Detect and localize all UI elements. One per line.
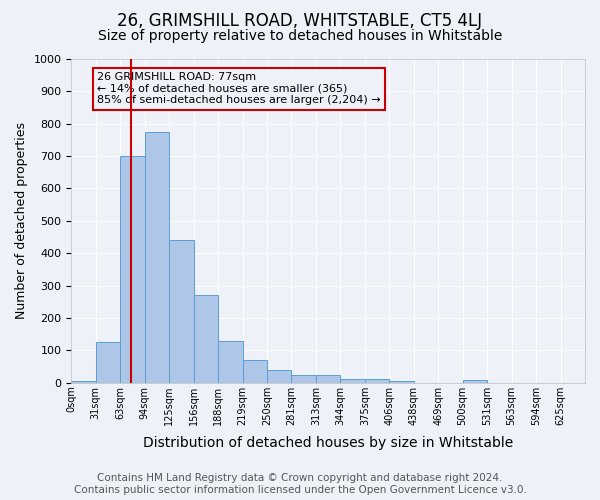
Bar xyxy=(242,360,267,382)
Text: 26, GRIMSHILL ROAD, WHITSTABLE, CT5 4LJ: 26, GRIMSHILL ROAD, WHITSTABLE, CT5 4LJ xyxy=(118,12,482,30)
Bar xyxy=(340,379,365,382)
Bar xyxy=(145,132,169,382)
X-axis label: Distribution of detached houses by size in Whitstable: Distribution of detached houses by size … xyxy=(143,436,513,450)
Bar xyxy=(365,379,389,382)
Bar xyxy=(292,374,316,382)
Bar xyxy=(267,370,292,382)
Bar xyxy=(463,380,487,382)
Text: 26 GRIMSHILL ROAD: 77sqm
← 14% of detached houses are smaller (365)
85% of semi-: 26 GRIMSHILL ROAD: 77sqm ← 14% of detach… xyxy=(97,72,380,105)
Bar xyxy=(194,296,218,382)
Bar xyxy=(389,381,414,382)
Text: Contains HM Land Registry data © Crown copyright and database right 2024.
Contai: Contains HM Land Registry data © Crown c… xyxy=(74,474,526,495)
Text: Size of property relative to detached houses in Whitstable: Size of property relative to detached ho… xyxy=(98,29,502,43)
Bar xyxy=(316,374,340,382)
Bar xyxy=(71,381,96,382)
Y-axis label: Number of detached properties: Number of detached properties xyxy=(15,122,28,320)
Bar xyxy=(120,156,145,382)
Bar xyxy=(218,340,242,382)
Bar xyxy=(96,342,120,382)
Bar xyxy=(169,240,194,382)
